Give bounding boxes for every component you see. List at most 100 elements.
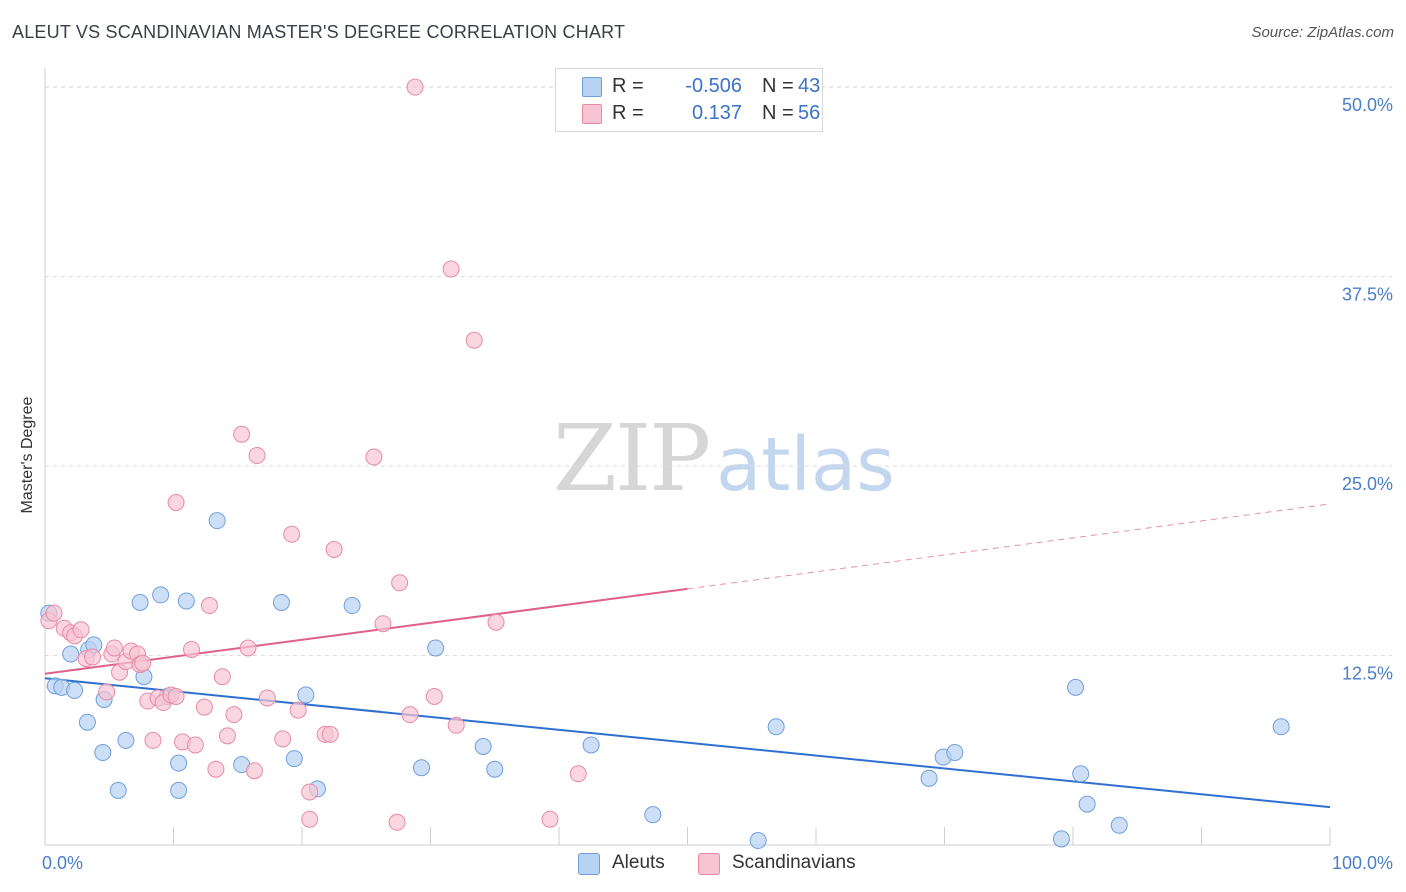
tick-labels: 12.5% 25.0% 37.5% 50.0% 0.0% 100.0% [42,95,1393,873]
scandinavian-point [401,706,419,724]
scandinavian-point [301,783,319,801]
scandinavian-point [425,687,443,705]
scandinavian-point [274,730,292,748]
watermark-atlas: atlas [716,422,895,508]
aleut-point [1052,830,1070,848]
aleut-trend-line [44,677,1331,809]
aleut-point [285,750,303,768]
scandinavian-point [225,706,243,724]
scandinavian-point [207,760,225,778]
aleut-point [1110,816,1128,834]
scandinavian-point [195,698,213,716]
scandinavian-point [442,260,460,278]
legend-n-label: N = [762,75,794,97]
aleut-point [109,781,127,799]
scandinavian-point [213,668,231,686]
legend-r-value: 0.137 [691,102,742,124]
aleut-point [272,593,290,611]
y-tick-label: 37.5% [1342,285,1393,305]
aleut-point [94,744,112,762]
correlation-legend: R = -0.506 N = 43 R = 0.137 N = 56 [555,68,823,132]
aleut-point [1067,678,1085,696]
aleut-point [486,760,504,778]
scandinavian-point [283,525,301,543]
x-tick-label: 0.0% [42,853,83,873]
aleut-point [413,759,431,777]
aleut-point [78,713,96,731]
legend-n-value: 43 [798,75,821,97]
scandinavian-point [134,654,152,672]
scandinavian-point [321,725,339,743]
scandinavian-point [239,639,257,657]
bottom-legend-scandinavians: Scandinavians [698,852,868,876]
aleut-point [749,831,767,849]
y-tick-label: 50.0% [1342,95,1393,115]
legend-r-label: R = [612,102,644,124]
scandinavian-point [144,731,162,749]
watermark-zip: ZIP [553,405,709,512]
watermark: ZIP atlas [553,405,895,512]
scandinavian-point [218,727,236,745]
scandinavian-point [289,701,307,719]
aleut-point [343,597,361,615]
aleut-point [1072,765,1090,783]
aleut-point [170,781,188,799]
bottom-legend-label: Aleuts [612,852,665,873]
scandinavian-point [167,687,185,705]
aleut-point [767,718,785,736]
aleut-point [117,731,135,749]
aleut-point [644,806,662,824]
y-tick-label: 12.5% [1342,664,1393,684]
scandinavian-point [84,648,102,666]
scandinavians-swatch [582,104,602,124]
scandinavian-point [258,689,276,707]
aleut-point [297,686,315,704]
scandinavian-point [388,813,406,831]
aleut-point [1078,795,1096,813]
scandinavian-point [200,597,218,615]
aleut-point [582,736,600,754]
legend-r-value: -0.506 [685,75,742,97]
scandinavian-point [98,683,116,701]
y-tick-label: 25.0% [1342,474,1393,494]
scandinavian-trend-line [44,587,688,675]
x-tick-label: 100.0% [1332,853,1393,873]
aleut-point [427,639,445,657]
aleuts-swatch [578,853,600,875]
scandinavian-point [569,765,587,783]
bottom-legend-label: Scandinavians [732,852,856,873]
scandinavian-point [45,604,63,622]
legend-n-value: 56 [798,102,821,124]
aleut-point [66,681,84,699]
legend-n-label: N = [762,102,794,124]
scandinavian-point [233,425,251,443]
aleuts-swatch [582,77,602,97]
scandinavians-swatch [698,853,720,875]
gridlines [45,86,1392,657]
aleut-point [208,512,226,530]
aleut-point [152,586,170,604]
scandinavian-point [487,613,505,631]
aleut-point [474,737,492,755]
aleut-point [62,645,80,663]
scandinavian-point [325,540,343,558]
aleut-point [1272,718,1290,736]
aleut-point [920,769,938,787]
scandinavian-point [374,615,392,633]
scandinavian-trend-line-dashed [687,503,1331,590]
scandinavian-point [245,762,263,780]
scandinavian-point [465,331,483,349]
scandinavian-point [182,640,200,658]
bottom-legend-aleuts: Aleuts [578,852,688,876]
data-points [40,78,1290,849]
chart-title: ALEUT VS SCANDINAVIAN MASTER'S DEGREE CO… [12,22,626,42]
aleut-point [170,754,188,772]
scandinavian-point [186,736,204,754]
scandinavian-point [391,574,409,592]
aleut-point [131,593,149,611]
scandinavian-point [541,810,559,828]
aleut-point [946,744,964,762]
scandinavian-point [365,448,383,466]
scandinavian-point [447,716,465,734]
